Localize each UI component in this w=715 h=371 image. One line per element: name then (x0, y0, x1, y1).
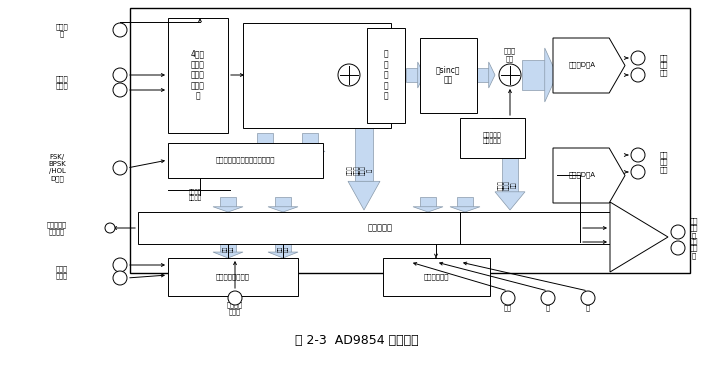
Text: 相
位
累
加
器: 相 位 累 加 器 (309, 50, 313, 100)
Polygon shape (553, 148, 625, 203)
Text: FSK/
BPSK
/HOL
D更新: FSK/ BPSK /HOL D更新 (48, 154, 66, 182)
Text: 申行／并
行选择: 申行／并 行选择 (227, 301, 243, 315)
Circle shape (631, 68, 645, 82)
Circle shape (113, 258, 127, 272)
Text: 波
形
存
储
器: 波 形 存 储 器 (384, 50, 388, 100)
Bar (292, 28, 330, 123)
Circle shape (541, 291, 555, 305)
Text: 模拟
信号
输出: 模拟 信号 输出 (660, 54, 669, 76)
Circle shape (671, 225, 685, 239)
Bar (138, 212, 623, 244)
Bar (220, 197, 236, 207)
Text: １２位D／A: １２位D／A (568, 62, 596, 68)
Text: 比较
器输
入: 比较 器输 入 (690, 217, 699, 239)
Text: 比较
器输
出: 比较 器输 出 (690, 237, 699, 259)
Circle shape (113, 83, 127, 97)
Bar (220, 241, 236, 252)
Bar (460, 118, 525, 158)
Polygon shape (413, 207, 443, 212)
Circle shape (113, 161, 127, 175)
Circle shape (113, 23, 127, 37)
Polygon shape (348, 181, 380, 210)
Text: 参考时
钟输入: 参考时 钟输入 (56, 75, 69, 89)
Bar (420, 38, 477, 113)
Circle shape (631, 148, 645, 162)
Text: 频
率
累
加
器: 频 率 累 加 器 (264, 50, 268, 100)
Bar (502, 158, 518, 192)
Text: 源: 源 (546, 305, 550, 311)
Bar (457, 197, 473, 207)
Bar (247, 28, 285, 123)
Bar (275, 241, 291, 252)
Bar (168, 258, 298, 296)
Circle shape (338, 64, 360, 86)
Text: 程序更新时钟: 程序更新时钟 (423, 274, 449, 280)
Text: １２位
幅度寄
存器: １２位 幅度寄 存器 (498, 180, 516, 190)
Bar (355, 128, 373, 181)
Text: 串行
数据: 串行 数据 (222, 246, 233, 252)
Text: 读信号
写信号: 读信号 写信号 (56, 265, 68, 279)
Bar (360, 68, 373, 82)
Polygon shape (250, 151, 280, 161)
Bar (243, 23, 391, 128)
Circle shape (228, 291, 242, 305)
Text: 数字乘
法器: 数字乘 法器 (504, 48, 516, 62)
Text: 模拟
信号
输出: 模拟 信号 输出 (660, 151, 669, 173)
Text: 双向寄存器
更新信号: 双向寄存器 更新信号 (47, 221, 67, 235)
Circle shape (105, 223, 115, 233)
Text: Ｉ／Ｏ端口缓冲器: Ｉ／Ｏ端口缓冲器 (216, 274, 250, 280)
Bar (302, 133, 318, 151)
Text: 并行
数据: 并行 数据 (277, 246, 288, 252)
Polygon shape (295, 151, 325, 161)
Text: 上升和下降
沿幅度滤波: 上升和下降 沿幅度滤波 (483, 132, 501, 144)
Text: 复位: 复位 (504, 305, 512, 311)
Bar (257, 133, 273, 151)
Bar (130, 8, 690, 273)
Polygon shape (495, 192, 525, 210)
Bar (383, 258, 490, 296)
Text: １４位
相位偏
移寄存
器: １４位 相位偏 移寄存 器 (347, 165, 373, 175)
Bar (522, 60, 545, 90)
Polygon shape (213, 252, 243, 258)
Polygon shape (268, 252, 298, 258)
Polygon shape (610, 202, 668, 272)
Circle shape (113, 271, 127, 285)
Bar (330, 68, 343, 82)
Bar (477, 68, 488, 82)
Circle shape (581, 291, 595, 305)
Text: 图 2-3  AD9854 功能框图: 图 2-3 AD9854 功能框图 (295, 334, 419, 347)
Polygon shape (268, 207, 298, 212)
Circle shape (671, 241, 685, 255)
Text: ＝频率计
＝起音器: ＝频率计 ＝起音器 (189, 189, 202, 201)
Bar (367, 28, 405, 123)
Text: 逆sinc滤
波器: 逆sinc滤 波器 (435, 65, 460, 85)
Bar (406, 68, 418, 82)
Bar (420, 197, 436, 207)
Text: 地: 地 (586, 305, 590, 311)
Text: １２位D／A: １２位D／A (568, 172, 596, 178)
Polygon shape (553, 38, 625, 93)
Circle shape (499, 64, 521, 86)
Text: 程序寄存器: 程序寄存器 (368, 223, 393, 233)
Circle shape (501, 291, 515, 305)
Polygon shape (450, 207, 480, 212)
Polygon shape (488, 62, 495, 88)
Polygon shape (418, 62, 424, 88)
Circle shape (113, 68, 127, 82)
Bar (275, 197, 291, 207)
Circle shape (631, 165, 645, 179)
Text: 频率控制字，以及频率控制逻辑: 频率控制字，以及频率控制逻辑 (215, 157, 275, 163)
Polygon shape (343, 62, 350, 88)
Polygon shape (545, 48, 557, 102)
Polygon shape (213, 207, 243, 212)
Bar (168, 18, 228, 133)
Circle shape (631, 51, 645, 65)
Text: 时钟模
式: 时钟模 式 (56, 23, 69, 37)
Text: 4＊－
２０＊
参考频
率倍频
器: 4＊－ ２０＊ 参考频 率倍频 器 (191, 50, 205, 100)
Polygon shape (373, 62, 380, 88)
Bar (168, 143, 323, 178)
